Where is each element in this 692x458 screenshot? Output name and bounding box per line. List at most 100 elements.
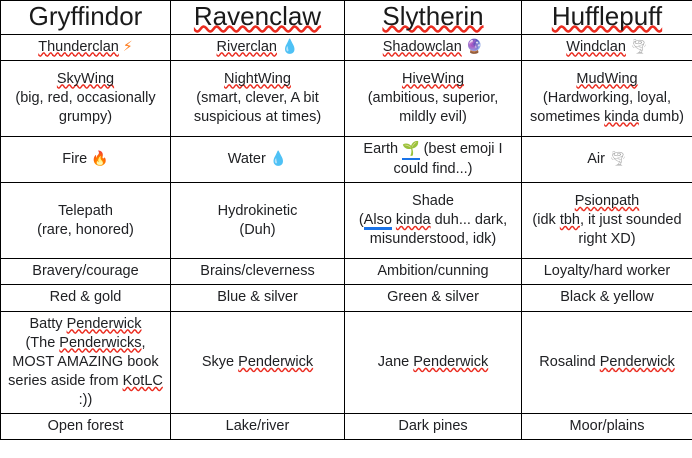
misspelled-word: Riverclan xyxy=(216,38,277,55)
header-label: Gryffindor xyxy=(28,1,143,31)
cell-habitats-3[interactable]: Dark pines xyxy=(344,413,522,441)
misspelled-word: Penderwick xyxy=(66,315,142,332)
text-run: Batty xyxy=(29,315,67,332)
cell-label: Water xyxy=(227,150,266,167)
cell-label: Shade xyxy=(412,193,454,210)
cell-note: (Hardworking, loyal, sometimes kinda dum… xyxy=(530,90,684,125)
cell-psychic-abilities-4[interactable]: Psionpath (idk tbh, it just sounded right… xyxy=(521,182,692,260)
cell-note: (ambitious, superior, mildly evil) xyxy=(367,89,499,125)
cell-psychic-abilities-1[interactable]: Telepath (rare, honored) xyxy=(0,182,171,260)
misspelled-word: NightWing xyxy=(224,70,291,87)
cell-colors-1[interactable]: Red & gold xyxy=(0,284,171,312)
cell-label: Brains/cleverness xyxy=(200,263,315,280)
cell-label: Telepath xyxy=(58,202,113,219)
misspelled-word: tbh xyxy=(559,212,580,229)
header-cell-1[interactable]: Gryffindor xyxy=(0,0,171,35)
header-cell-4[interactable]: Hufflepuff xyxy=(521,0,692,35)
cell-traits-4[interactable]: Loyalty/hard worker xyxy=(521,258,692,286)
table-row-habitats: Open forest Lake/river Dark pines Moor/plai… xyxy=(0,413,692,441)
misspelled-word: KotLC xyxy=(122,372,163,389)
table-row-traits: Bravery/courage Brains/cleverness Ambition… xyxy=(0,258,692,286)
tornado-icon: 🌪 xyxy=(629,38,648,55)
cell-label: Lake/river xyxy=(225,418,290,435)
cell-warrior-clans-2[interactable]: Riverclan 💧 xyxy=(170,33,345,61)
cell-colors-3[interactable]: Green & silver xyxy=(344,284,522,312)
droplet-icon: 💧 xyxy=(281,38,299,55)
cell-label: Fire xyxy=(62,150,88,167)
cell-label: Loyalty/hard worker xyxy=(543,263,671,280)
text-run: dumb) xyxy=(638,108,684,125)
table-row-warrior-clans: Thunderclan ⚡ Riverclan 💧 Shadowclan 🔮 Wind… xyxy=(0,33,692,61)
text-run: , MOST AMAZING book series aside from xyxy=(8,334,159,389)
cell-label: Red & gold xyxy=(49,289,122,306)
cell-traits-3[interactable]: Ambition/cunning xyxy=(344,258,522,286)
high-voltage-icon: ⚡ xyxy=(122,38,133,55)
cell-label: Ambition/cunning xyxy=(377,263,489,280)
cell-psychic-abilities-3[interactable]: Shade (Also kinda duh... dark, misunderst… xyxy=(344,182,522,260)
misspelled-word: Slytherin xyxy=(382,1,484,31)
misspelled-word: Penderwick xyxy=(413,353,489,370)
misspelled-word: kinda xyxy=(604,108,639,125)
cell-note: (Duh) xyxy=(239,221,276,238)
cell-warrior-clans-3[interactable]: Shadowclan 🔮 xyxy=(344,33,522,61)
cell-habitats-2[interactable]: Lake/river xyxy=(170,413,345,441)
table-row-penderwick-characters: Batty Penderwick (The Penderwicks, MOST A… xyxy=(0,310,692,415)
header-cell-3[interactable]: Slytherin xyxy=(344,0,522,35)
misspelled-word: Shadowclan xyxy=(382,38,462,55)
cell-label: Earth xyxy=(363,140,399,157)
misspelled-word: Ravenclaw xyxy=(193,1,322,31)
cell-colors-2[interactable]: Blue & silver xyxy=(170,284,345,312)
cell-elements-1[interactable]: Fire 🔥 xyxy=(0,135,171,184)
cell-elements-3[interactable]: Earth 🌱 (best emoji I could find...) xyxy=(344,135,522,184)
text-run: Rosalind xyxy=(539,353,600,370)
table-header-row: Gryffindor Ravenclaw Slytherin Hufflepuff xyxy=(0,0,692,35)
text-run: , it just sounded right XD) xyxy=(578,212,682,248)
cell-penderwick-characters-3[interactable]: Jane Penderwick xyxy=(344,310,522,415)
text-run: ( xyxy=(358,212,364,229)
misspelled-word: Hufflepuff xyxy=(551,1,663,31)
header-cell-2[interactable]: Ravenclaw xyxy=(170,0,345,35)
cell-dragon-tribes-2[interactable]: NightWing (smart, clever, A bit suspiciou… xyxy=(170,59,345,137)
cell-penderwick-characters-2[interactable]: Skye Penderwick xyxy=(170,310,345,415)
misspelled-word: Penderwick xyxy=(238,353,314,370)
cell-traits-2[interactable]: Brains/cleverness xyxy=(170,258,345,286)
cell-habitats-1[interactable]: Open forest xyxy=(0,413,171,441)
text-run: duh... dark, misunderstood, idk) xyxy=(369,212,508,248)
table-row-dragon-tribes: SkyWing (big, red, occasionally grumpy) Ni… xyxy=(0,59,692,137)
misspelled-word: SkyWing xyxy=(56,70,115,87)
cell-warrior-clans-1[interactable]: Thunderclan ⚡ xyxy=(0,33,171,61)
cell-label: Green & silver xyxy=(387,289,479,306)
table-row-psychic-abilities: Telepath (rare, honored) Hydrokinetic (Duh)… xyxy=(0,182,692,260)
cell-habitats-4[interactable]: Moor/plains xyxy=(521,413,692,441)
cell-note: (big, red, occasionally grumpy) xyxy=(15,89,156,125)
cell-dragon-tribes-3[interactable]: HiveWing (ambitious, superior, mildly evi… xyxy=(344,59,522,137)
cell-dragon-tribes-4[interactable]: MudWing (Hardworking, loyal, sometimes ki… xyxy=(521,59,692,137)
text-run: :)) xyxy=(78,392,93,409)
cell-note: (best emoji I could find...) xyxy=(393,140,503,178)
cell-psychic-abilities-2[interactable]: Hydrokinetic (Duh) xyxy=(170,182,345,260)
cell-label: Black & yellow xyxy=(560,289,654,306)
cell-traits-1[interactable]: Bravery/courage xyxy=(0,258,171,286)
cell-label: Blue & silver xyxy=(217,289,298,306)
cell-note: (Also kinda duh... dark, misunderstood, … xyxy=(359,212,507,247)
crystal-ball-icon: 🔮 xyxy=(465,38,484,55)
cell-penderwick-characters-4[interactable]: Rosalind Penderwick xyxy=(521,310,692,415)
cell-note: (The Penderwicks, MOST AMAZING book seri… xyxy=(8,335,163,408)
cell-elements-4[interactable]: Air 🌪 xyxy=(521,135,692,184)
misspelled-word: Windclan xyxy=(566,38,626,55)
cell-label: Dark pines xyxy=(398,418,468,435)
text-run: (Hardworking, loyal, sometimes xyxy=(530,89,672,125)
cell-dragon-tribes-1[interactable]: SkyWing (big, red, occasionally grumpy) xyxy=(0,59,171,137)
tornado-icon: 🌪 xyxy=(608,150,627,167)
cell-label: Hydrokinetic xyxy=(217,202,298,219)
fire-icon: 🔥 xyxy=(91,150,109,167)
cell-penderwick-characters-1[interactable]: Batty Penderwick (The Penderwicks, MOST A… xyxy=(0,310,171,415)
text-run: Skye xyxy=(201,353,239,370)
text-run: (The xyxy=(25,334,60,351)
misspelled-word: Penderwicks xyxy=(59,334,142,351)
misspelled-word: Psionpath xyxy=(574,193,640,210)
cell-elements-2[interactable]: Water 💧 xyxy=(170,135,345,184)
cell-colors-4[interactable]: Black & yellow xyxy=(521,284,692,312)
cell-warrior-clans-4[interactable]: Windclan 🌪 xyxy=(521,33,692,61)
clan-comparison-table[interactable]: Gryffindor Ravenclaw Slytherin Hufflepuff Th… xyxy=(0,0,692,441)
